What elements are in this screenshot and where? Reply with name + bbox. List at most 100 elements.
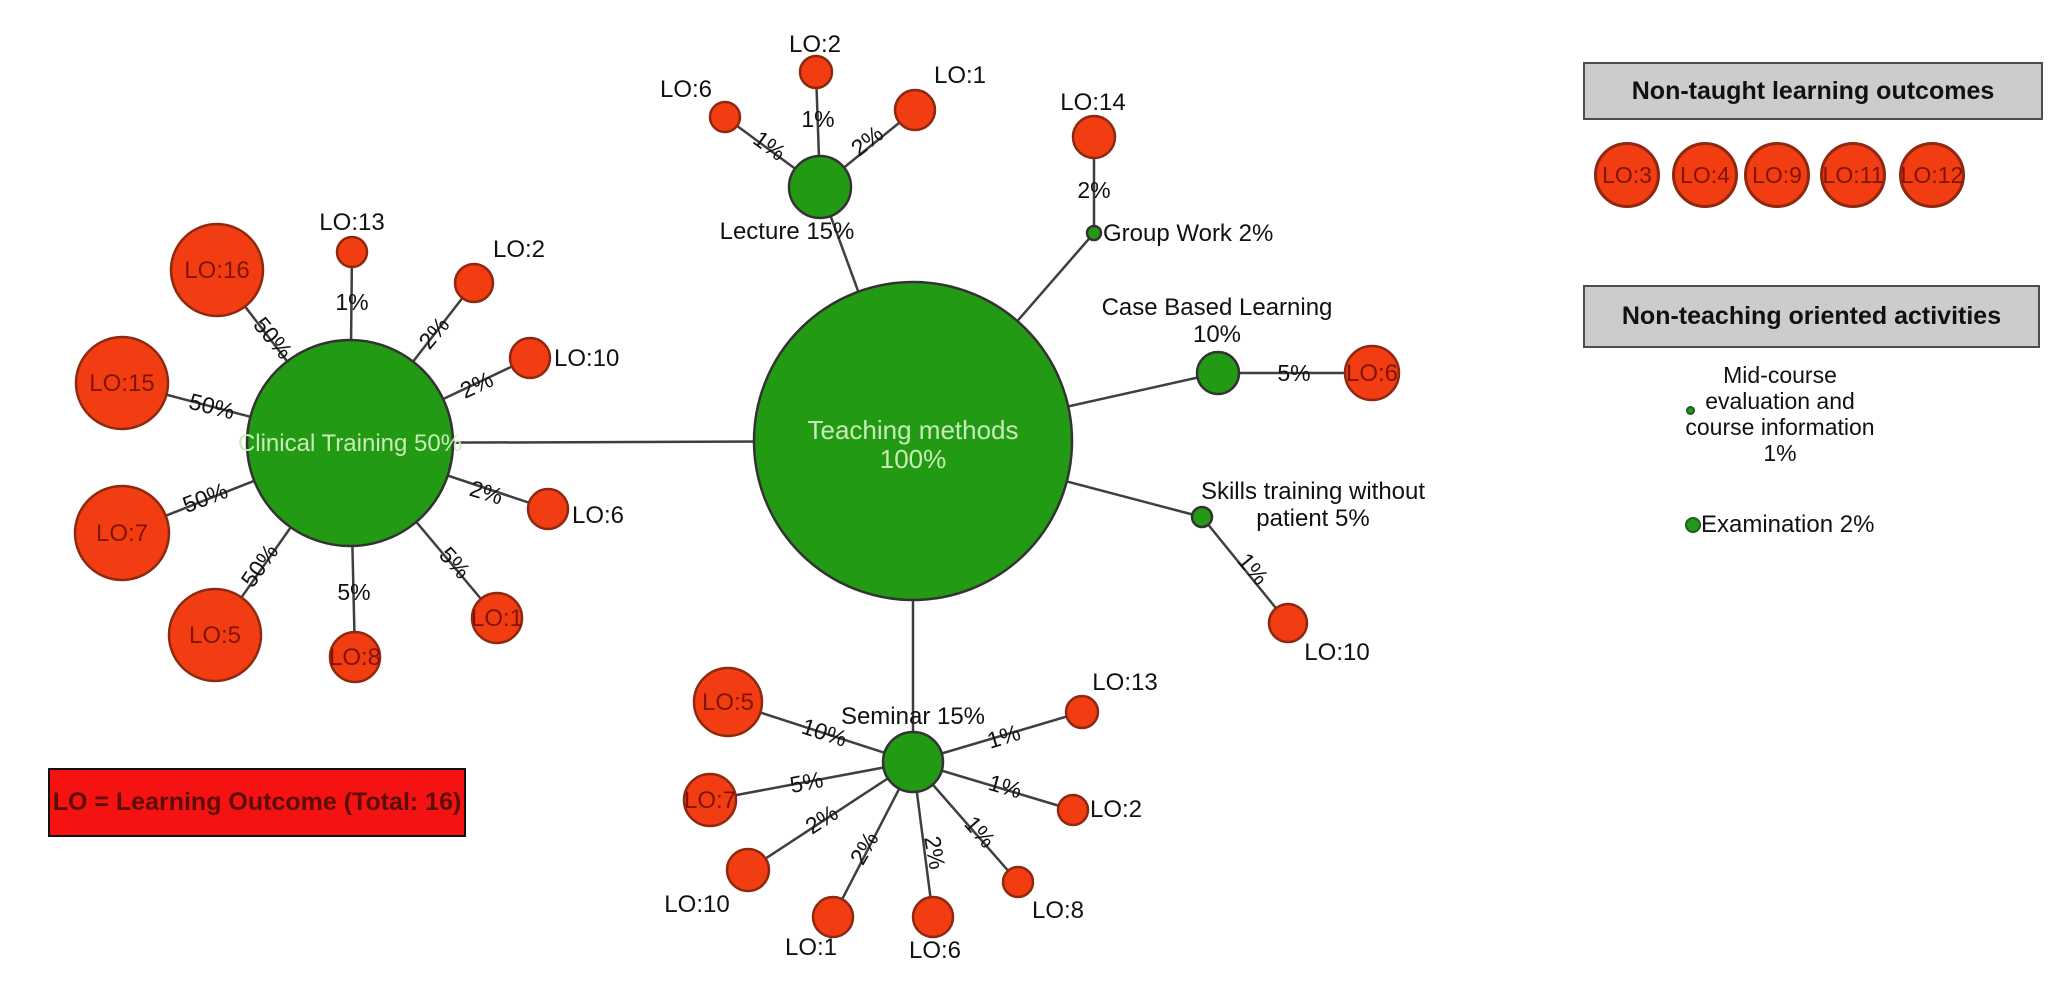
node-lo8-sem <box>1001 865 1035 899</box>
midcourse-evaluation-label: Mid-course evaluation and course informa… <box>1655 362 1905 466</box>
node-label-lo7-cl: LO:7 <box>96 520 148 547</box>
node-label-cbl-line2: 10% <box>1193 321 1241 348</box>
node-label-lo6-lec: LO:6 <box>660 76 712 103</box>
node-lo6-cbl <box>1343 344 1401 402</box>
non-taught-circle-lo3: LO:3 <box>1594 142 1660 208</box>
node-label-cbl-line1: Case Based Learning <box>1102 294 1333 321</box>
edge-label-clinical-lo8-cl: 5% <box>337 579 370 605</box>
non-taught-label-lo3: LO:3 <box>1602 161 1652 188</box>
midcourse-line-3: course information <box>1685 414 1875 440</box>
node-lecture <box>787 154 853 220</box>
node-lo10-cl <box>508 336 552 380</box>
node-label-lo10-sem: LO:10 <box>664 891 729 918</box>
node-lo1-lec <box>893 88 937 132</box>
node-label-lo10-cl: LO:10 <box>554 345 619 372</box>
node-lo6-lec <box>708 100 742 134</box>
node-label-skills-line2: patient 5% <box>1256 505 1369 532</box>
node-lo5-sem <box>692 666 764 738</box>
node-clinical <box>245 338 455 548</box>
node-lo2-cl <box>453 262 495 304</box>
node-lo7-cl <box>73 484 171 582</box>
non-taught-label-lo9: LO:9 <box>1752 161 1802 188</box>
node-label-lo8-cl: LO:8 <box>329 644 381 671</box>
node-lo16 <box>169 222 265 318</box>
node-lo15 <box>74 335 170 431</box>
node-groupwork <box>1085 224 1103 242</box>
edge-label-clinical-lo10-cl: 2% <box>456 366 497 404</box>
edge-label-lecture-lo2-lec: 1% <box>801 106 834 132</box>
edge-label-clinical-lo1-cl: 5% <box>434 542 476 584</box>
midcourse-line-2: evaluation and <box>1705 388 1855 414</box>
edge-label-seminar-lo10-sem: 2% <box>801 799 843 839</box>
edge-label-lecture-lo1-lec: 2% <box>846 120 888 161</box>
examination-dot-icon <box>1685 517 1701 533</box>
node-label-lo2-lec: LO:2 <box>789 31 841 58</box>
non-taught-circle-lo4: LO:4 <box>1672 142 1738 208</box>
node-label-lo6-sem: LO:6 <box>909 937 961 964</box>
edge-label-seminar-lo13-sem: 1% <box>984 719 1023 754</box>
node-label-lecture: Lecture 15% <box>720 218 855 245</box>
edge-label-seminar-lo7-sem: 5% <box>788 766 826 798</box>
node-label-skills-line1: Skills training without <box>1201 478 1425 505</box>
node-teaching <box>752 280 1074 602</box>
node-lo7-sem <box>682 772 738 828</box>
non-teaching-activities-title: Non-teaching oriented activities <box>1621 302 2002 330</box>
node-label-seminar: Seminar 15% <box>841 703 985 730</box>
edge-skills-lo10-sk <box>1201 516 1289 624</box>
examination-label: Examination 2% <box>1701 511 1875 538</box>
node-label-lo2-sem: LO:2 <box>1090 796 1142 823</box>
edge-label-cbl-lo6-cbl: 5% <box>1277 360 1310 386</box>
node-label-teaching-line1: Teaching methods <box>807 415 1018 445</box>
node-label-lo1-sem: LO:1 <box>785 934 837 961</box>
edge-label-clinical-lo7-cl: 50% <box>179 477 231 518</box>
node-label-lo2-cl: LO:2 <box>493 236 545 263</box>
node-label-lo13-cl: LO:13 <box>319 209 384 236</box>
node-label-lo1-cl: LO:1 <box>471 605 523 632</box>
node-label-lo7-sem: LO:7 <box>684 787 736 814</box>
node-lo1-sem <box>811 895 855 939</box>
non-teaching-activities-header: Non-teaching oriented activities <box>1583 285 2040 348</box>
node-label-groupwork: Group Work 2% <box>1103 220 1273 247</box>
node-lo2-sem <box>1056 793 1090 827</box>
node-lo14 <box>1071 114 1117 160</box>
node-label-lo5-cl: LO:5 <box>189 622 241 649</box>
node-seminar <box>881 730 945 794</box>
node-label-lo8-sem: LO:8 <box>1032 897 1084 924</box>
node-lo6-sem <box>911 895 955 939</box>
edge-label-seminar-lo1-sem: 2% <box>845 827 884 869</box>
node-label-lo5-sem: LO:5 <box>702 689 754 716</box>
node-lo10-sem <box>725 847 771 893</box>
edge-label-clinical-lo13-cl: 1% <box>335 289 368 315</box>
node-lo8-cl <box>328 630 382 684</box>
node-label-lo10-sk: LO:10 <box>1304 639 1369 666</box>
edge-label-seminar-lo8-sem: 1% <box>959 811 1000 853</box>
node-lo6-cl <box>526 487 570 531</box>
node-lo1-cl <box>470 591 524 645</box>
node-label-lo1-lec: LO:1 <box>934 62 986 89</box>
node-label-lo14: LO:14 <box>1060 89 1125 116</box>
node-lo13-sem <box>1064 694 1100 730</box>
node-label-lo13-sem: LO:13 <box>1092 669 1157 696</box>
node-label-lo16: LO:16 <box>184 257 249 284</box>
non-taught-outcomes-header: Non-taught learning outcomes <box>1583 62 2043 120</box>
non-taught-outcomes-title: Non-taught learning outcomes <box>1631 76 1995 105</box>
non-taught-label-lo11: LO:11 <box>1822 161 1884 188</box>
midcourse-dot-icon <box>1686 406 1695 415</box>
node-lo10-sk <box>1267 602 1309 644</box>
node-lo2-lec <box>798 54 834 90</box>
edge-label-clinical-lo6-cl: 2% <box>467 475 506 510</box>
node-lo13-cl <box>335 235 369 269</box>
non-taught-circle-lo9: LO:9 <box>1744 142 1810 208</box>
node-label-lo6-cbl: LO:6 <box>1346 360 1398 387</box>
midcourse-line-1: Mid-course <box>1723 362 1837 388</box>
lo-note-text: LO = Learning Outcome (Total: 16) <box>52 788 462 816</box>
edge-label-seminar-lo2-sem: 1% <box>986 769 1025 803</box>
non-taught-label-lo12: LO:12 <box>1900 161 1964 188</box>
edge-label-seminar-lo6-sem: 2% <box>919 834 950 871</box>
edge-label-clinical-lo15: 50% <box>186 388 237 424</box>
node-label-clinical: Clinical Training 50% <box>238 430 462 457</box>
node-label-lo15: LO:15 <box>89 370 154 397</box>
non-taught-circle-lo11: LO:11 <box>1820 142 1886 208</box>
